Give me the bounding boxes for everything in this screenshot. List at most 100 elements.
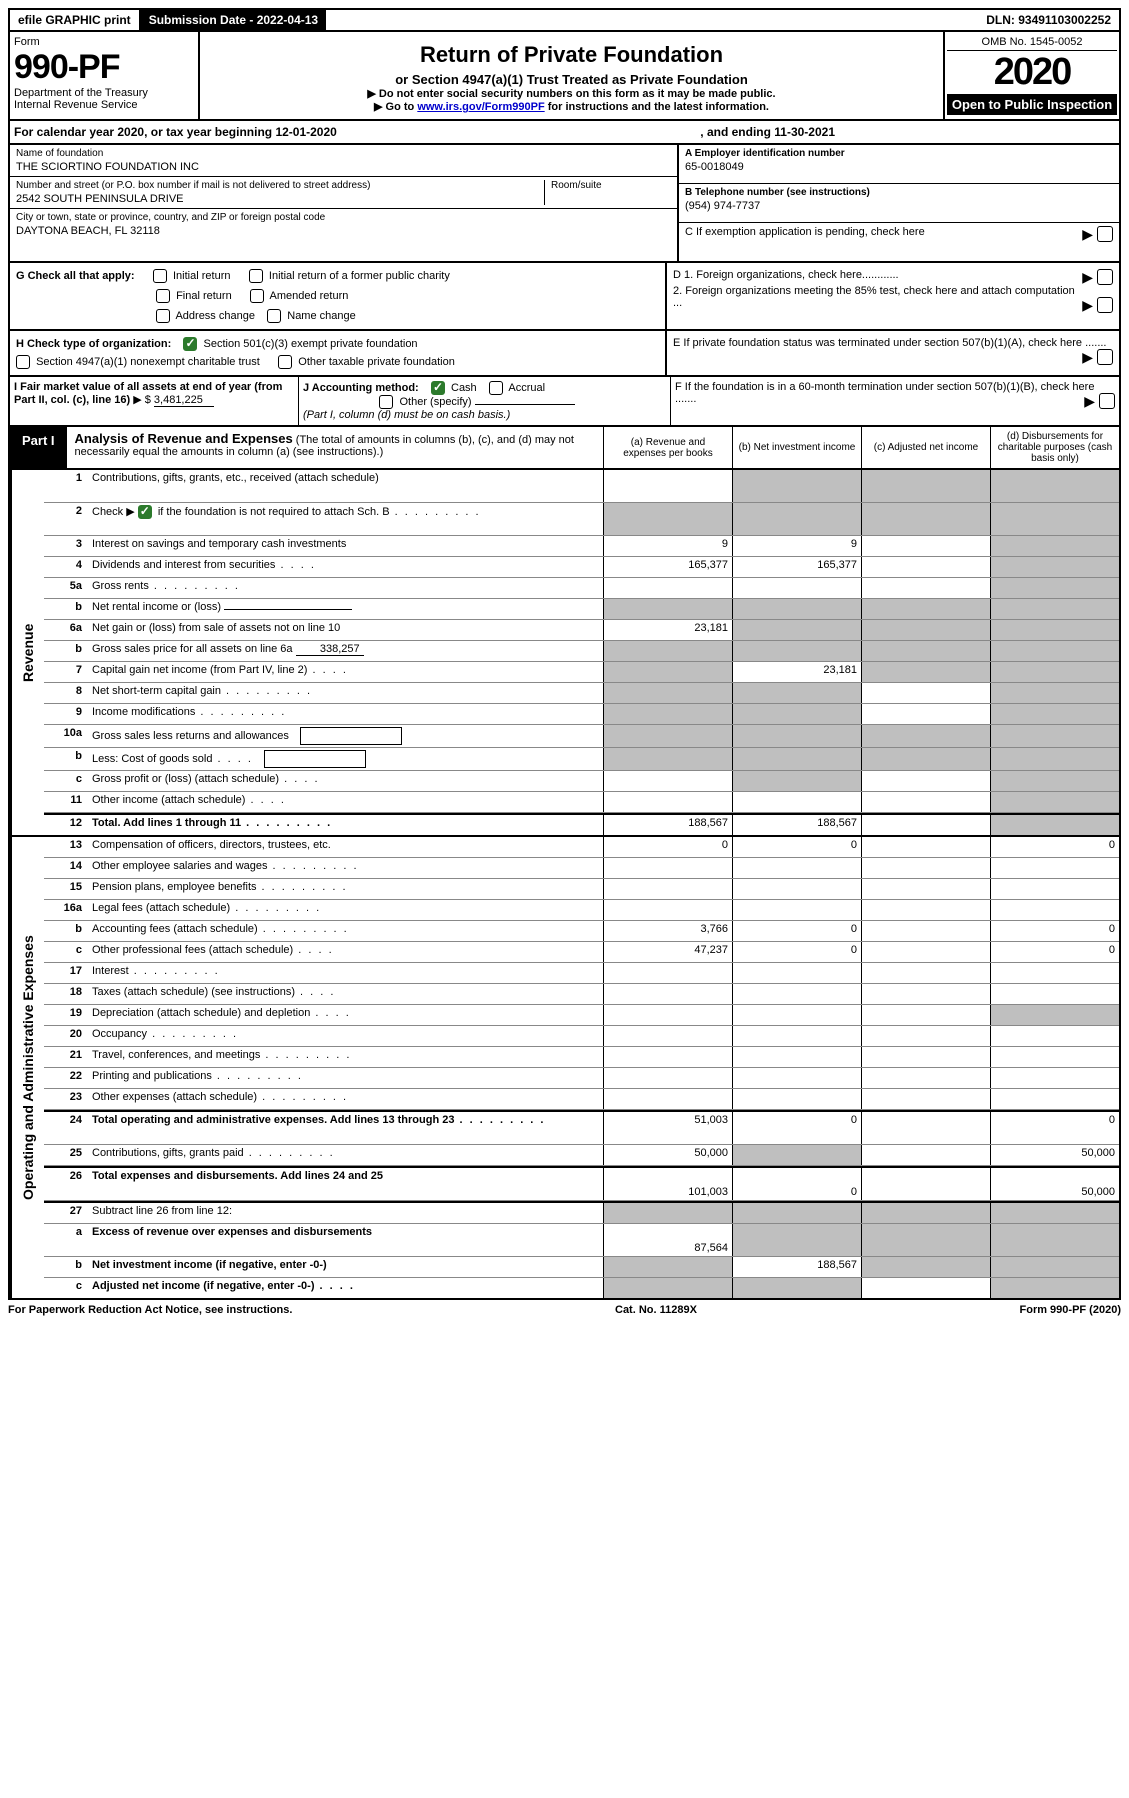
l16b-b: 0 xyxy=(732,921,861,941)
section-ij: I Fair market value of all assets at end… xyxy=(8,377,1121,427)
l16c-b: 0 xyxy=(732,942,861,962)
page-footer: For Paperwork Reduction Act Notice, see … xyxy=(8,1300,1121,1320)
instr-prefix: ▶ Go to xyxy=(374,101,417,113)
l3-a: 9 xyxy=(603,536,732,556)
calendar-year-row: For calendar year 2020, or tax year begi… xyxy=(8,121,1121,145)
line-5b: Net rental income or (loss) xyxy=(88,599,603,619)
year-block: OMB No. 1545-0052 2020 Open to Public In… xyxy=(943,32,1119,119)
l6b-val: 338,257 xyxy=(296,643,364,656)
d1-checkbox[interactable] xyxy=(1097,269,1113,285)
h-4947-label: Section 4947(a)(1) nonexempt charitable … xyxy=(36,356,260,368)
submission-date: Submission Date - 2022-04-13 xyxy=(141,10,326,30)
line-6a: Net gain or (loss) from sale of assets n… xyxy=(88,620,603,640)
final-return-checkbox[interactable] xyxy=(156,289,170,303)
city-cell: City or town, state or province, country… xyxy=(10,209,677,240)
calendar-end: , and ending 11-30-2021 xyxy=(700,125,835,139)
l25-d: 50,000 xyxy=(990,1145,1119,1165)
l7-b: 23,181 xyxy=(732,662,861,682)
l24-d: 0 xyxy=(990,1112,1119,1144)
dln-number: DLN: 93491103002252 xyxy=(978,10,1119,30)
phone-value: (954) 974-7737 xyxy=(685,200,1113,212)
final-return-label: Final return xyxy=(176,290,232,302)
line-18: Taxes (attach schedule) (see instruction… xyxy=(88,984,603,1004)
line-21: Travel, conferences, and meetings xyxy=(88,1047,603,1067)
instruction-ssn: ▶ Do not enter social security numbers o… xyxy=(206,87,937,100)
efile-label[interactable]: efile GRAPHIC print xyxy=(10,10,141,30)
line-16c: Other professional fees (attach schedule… xyxy=(88,942,603,962)
name-change-label: Name change xyxy=(287,310,356,322)
line-12: Total. Add lines 1 through 11 xyxy=(88,815,603,835)
dept-label: Department of the Treasury xyxy=(14,87,194,99)
line-24: Total operating and administrative expen… xyxy=(88,1112,603,1144)
initial-former-checkbox[interactable] xyxy=(249,269,263,283)
j-accrual-checkbox[interactable] xyxy=(489,381,503,395)
catalog-number: Cat. No. 11289X xyxy=(615,1304,697,1316)
l13-d: 0 xyxy=(990,837,1119,857)
l16b-a: 3,766 xyxy=(603,921,732,941)
schb-checkbox[interactable] xyxy=(138,505,152,519)
h-label: H Check type of organization: xyxy=(16,338,171,350)
l12-a: 188,567 xyxy=(603,815,732,835)
l26-d: 50,000 xyxy=(990,1168,1119,1200)
h-501c3-checkbox[interactable] xyxy=(183,337,197,351)
e-label: E If private foundation status was termi… xyxy=(673,337,1107,349)
part1-header: Part I Analysis of Revenue and Expenses … xyxy=(8,427,1121,470)
col-a-header: (a) Revenue and expenses per books xyxy=(604,427,733,468)
form-title-block: Return of Private Foundation or Section … xyxy=(200,32,943,119)
l27a-a: 87,564 xyxy=(603,1224,732,1256)
tax-year: 2020 xyxy=(947,51,1117,94)
line-14: Other employee salaries and wages xyxy=(88,858,603,878)
amended-return-checkbox[interactable] xyxy=(250,289,264,303)
phone-cell: B Telephone number (see instructions) (9… xyxy=(679,184,1119,223)
form-id-block: Form 990-PF Department of the Treasury I… xyxy=(10,32,200,119)
pending-label: C If exemption application is pending, c… xyxy=(685,226,925,238)
form-header: Form 990-PF Department of the Treasury I… xyxy=(8,32,1121,121)
d1-label: D 1. Foreign organizations, check here..… xyxy=(673,269,899,281)
line-27a: Excess of revenue over expenses and disb… xyxy=(88,1224,603,1256)
l27b-b: 188,567 xyxy=(732,1257,861,1277)
name-change-checkbox[interactable] xyxy=(267,309,281,323)
phone-label: B Telephone number (see instructions) xyxy=(685,187,1113,198)
l26-b: 0 xyxy=(732,1168,861,1200)
foundation-address: 2542 SOUTH PENINSULA DRIVE xyxy=(16,193,544,205)
h-other-checkbox[interactable] xyxy=(278,355,292,369)
f-label: F If the foundation is in a 60-month ter… xyxy=(675,381,1094,405)
h-4947-checkbox[interactable] xyxy=(16,355,30,369)
i-label: I Fair market value of all assets at end… xyxy=(14,381,282,406)
line-10b: Less: Cost of goods sold xyxy=(88,748,603,770)
initial-return-label: Initial return xyxy=(173,270,230,282)
open-public-badge: Open to Public Inspection xyxy=(947,94,1117,115)
room-label: Room/suite xyxy=(551,180,671,191)
irs-link[interactable]: www.irs.gov/Form990PF xyxy=(417,101,544,113)
l4-a: 165,377 xyxy=(603,557,732,577)
ein-value: 65-0018049 xyxy=(685,161,1113,173)
foundation-name-cell: Name of foundation THE SCIORTINO FOUNDAT… xyxy=(10,145,677,177)
d2-label: 2. Foreign organizations meeting the 85%… xyxy=(673,285,1075,309)
revenue-side-label: Revenue xyxy=(10,470,44,835)
line-22: Printing and publications xyxy=(88,1068,603,1088)
line-11: Other income (attach schedule) xyxy=(88,792,603,812)
pending-checkbox[interactable] xyxy=(1097,226,1113,242)
col-c-header: (c) Adjusted net income xyxy=(862,427,991,468)
j-other-checkbox[interactable] xyxy=(379,395,393,409)
j-cash-checkbox[interactable] xyxy=(431,381,445,395)
f-checkbox[interactable] xyxy=(1099,393,1115,409)
j-label: J Accounting method: xyxy=(303,382,419,394)
j-cash-label: Cash xyxy=(451,382,477,394)
line-23: Other expenses (attach schedule) xyxy=(88,1089,603,1109)
amended-return-label: Amended return xyxy=(270,290,349,302)
address-change-label: Address change xyxy=(175,310,255,322)
d2-checkbox[interactable] xyxy=(1097,297,1113,313)
initial-return-checkbox[interactable] xyxy=(153,269,167,283)
address-change-checkbox[interactable] xyxy=(156,309,170,323)
e-checkbox[interactable] xyxy=(1097,349,1113,365)
initial-former-label: Initial return of a former public charit… xyxy=(269,270,450,282)
line-16a: Legal fees (attach schedule) xyxy=(88,900,603,920)
line-3: Interest on savings and temporary cash i… xyxy=(88,536,603,556)
ein-label: A Employer identification number xyxy=(685,148,1113,159)
line-10a: Gross sales less returns and allowances xyxy=(88,725,603,747)
addr-label: Number and street (or P.O. box number if… xyxy=(16,180,544,191)
line-27: Subtract line 26 from line 12: xyxy=(88,1203,603,1223)
expenses-side-label: Operating and Administrative Expenses xyxy=(10,837,44,1298)
h-501c3-label: Section 501(c)(3) exempt private foundat… xyxy=(204,338,418,350)
